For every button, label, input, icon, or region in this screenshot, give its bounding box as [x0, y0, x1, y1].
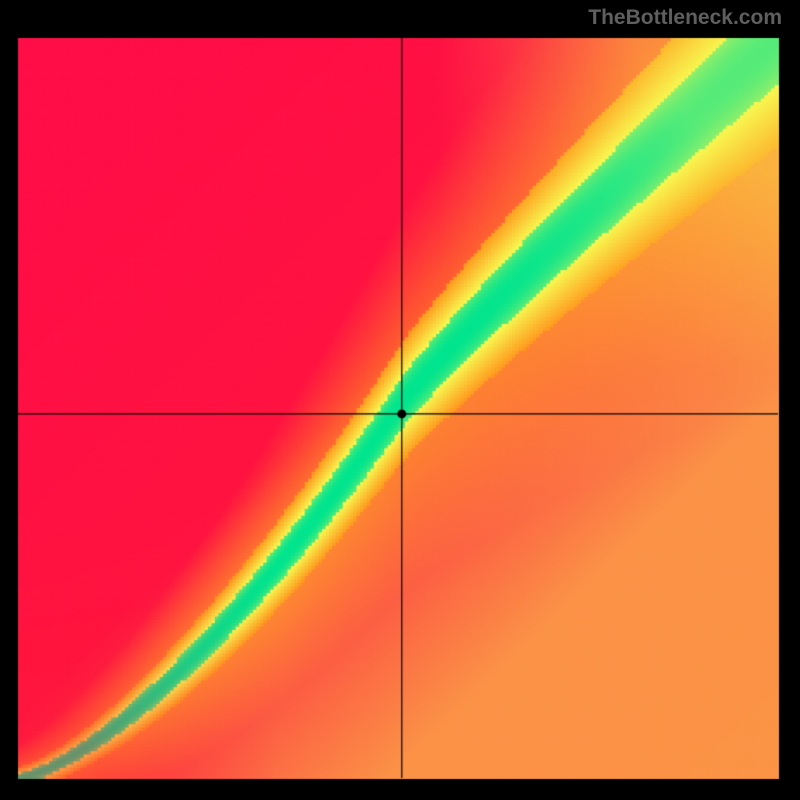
bottleneck-heatmap-canvas — [0, 0, 800, 800]
watermark-text: TheBottleneck.com — [588, 6, 782, 30]
chart-container: TheBottleneck.com — [0, 0, 800, 800]
